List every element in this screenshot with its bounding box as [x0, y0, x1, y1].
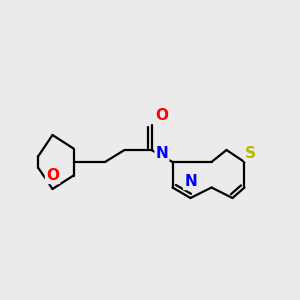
- Text: S: S: [245, 146, 256, 160]
- Text: N: N: [156, 146, 168, 160]
- Text: O: O: [155, 108, 169, 123]
- Text: N: N: [184, 174, 197, 189]
- Text: O: O: [46, 168, 59, 183]
